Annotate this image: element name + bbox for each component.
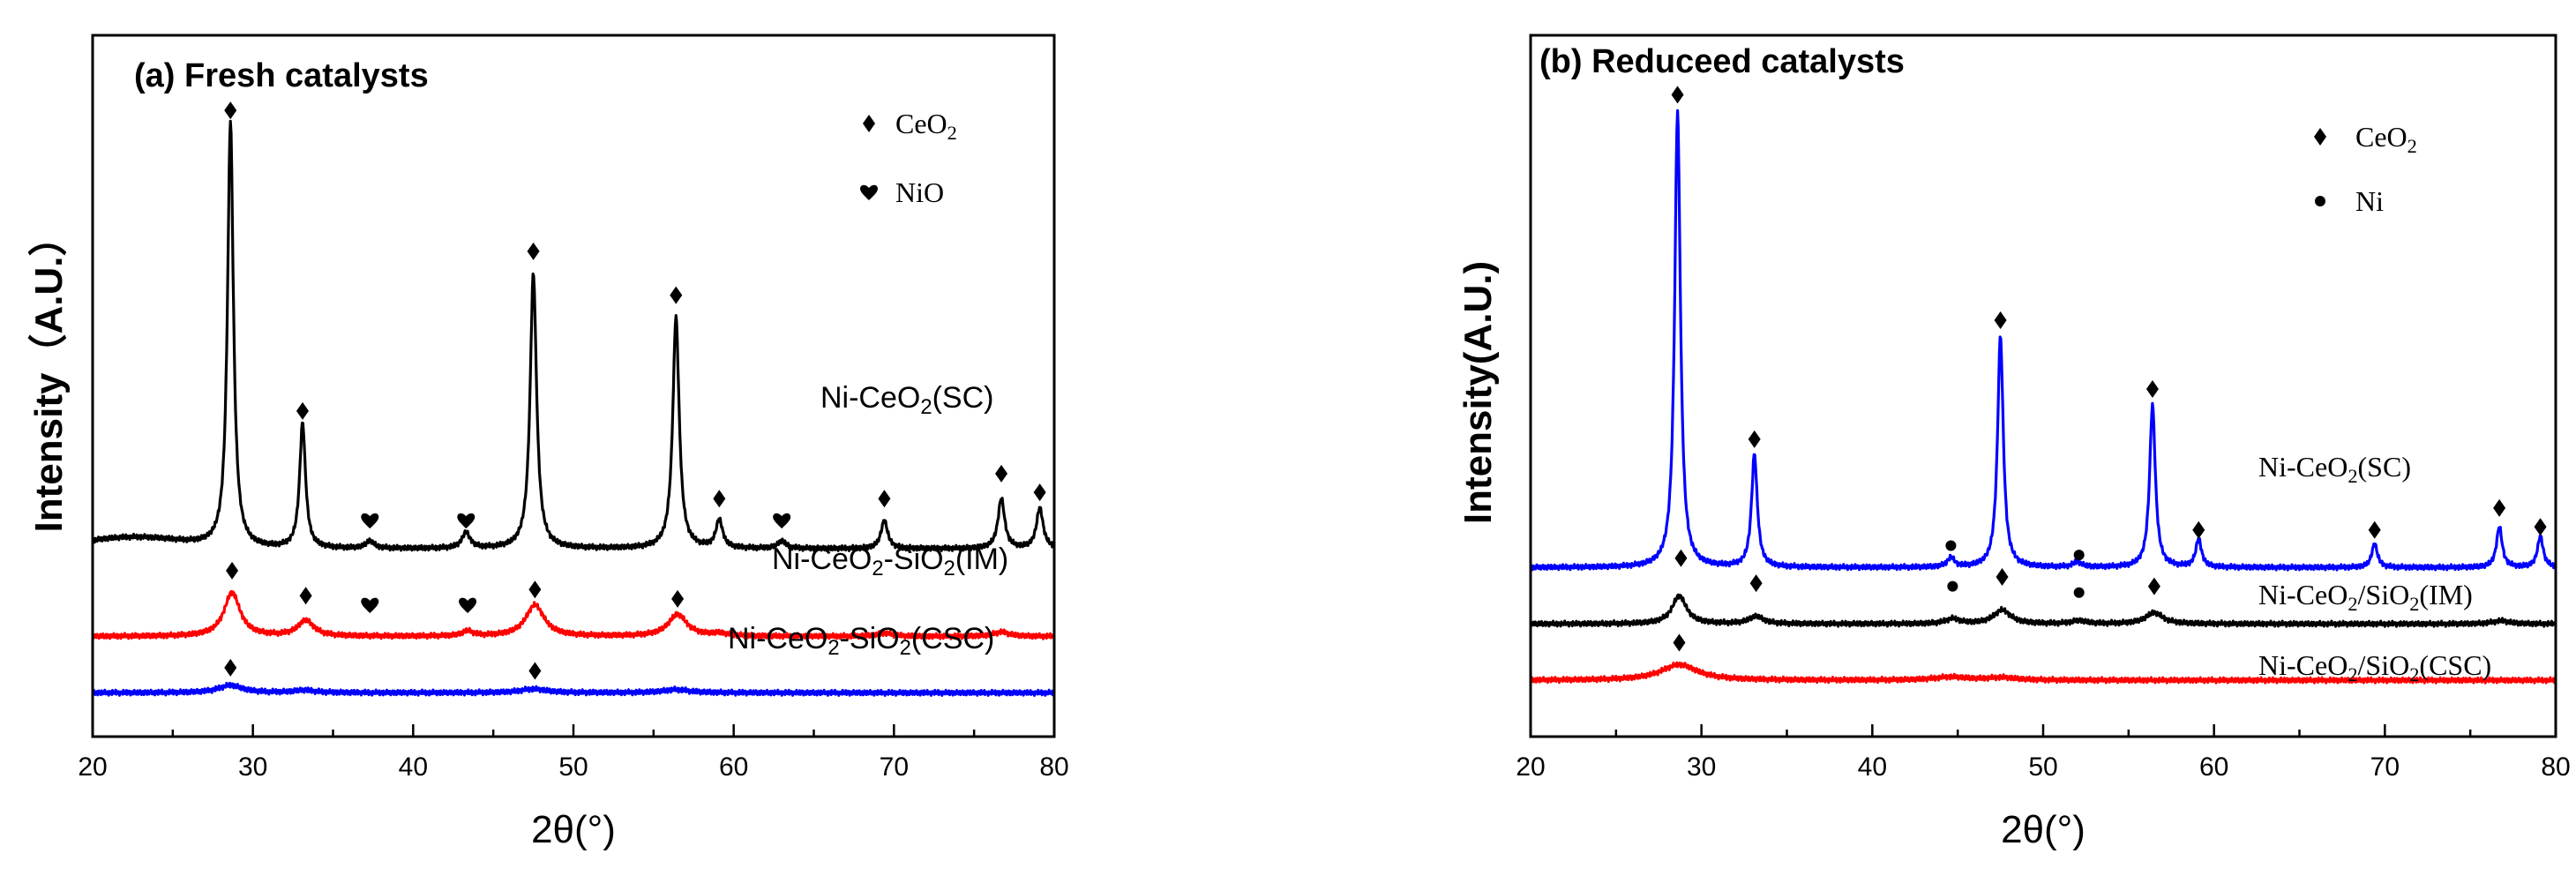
peak-marker-diamond-icon	[1674, 549, 1688, 567]
peak-marker-dot-icon	[1947, 580, 1958, 592]
peak-marker-diamond-icon	[224, 101, 237, 120]
x-tick-label: 70	[2370, 752, 2400, 782]
series-label-2: Ni-CeO2-SiO2(CSC)	[728, 622, 994, 660]
peak-marker-diamond-icon	[528, 662, 542, 680]
peak-marker-diamond-icon	[1748, 430, 1761, 448]
peak-marker-heart-icon	[361, 513, 379, 529]
x-tick-label: 50	[2028, 752, 2057, 782]
peak-marker-heart-icon	[457, 513, 476, 529]
peak-marker-heart-icon	[361, 597, 379, 613]
legend-diamond-icon	[2314, 128, 2326, 146]
x-tick-label: 30	[238, 752, 267, 782]
series-line-2	[92, 681, 1055, 697]
x-axis-title: 2θ(°)	[531, 808, 616, 851]
peak-marker-diamond-icon	[527, 242, 540, 260]
panel-title: (a) Fresh catalysts	[134, 57, 429, 94]
peak-marker-dot-icon	[1945, 540, 1957, 551]
peak-marker-diamond-icon	[713, 490, 726, 508]
peak-marker-diamond-icon	[1673, 633, 1686, 652]
legend-dot-icon	[2315, 196, 2325, 206]
panel-title: (b) Reduceed catalysts	[1539, 43, 1905, 80]
peak-marker-diamond-icon	[2192, 520, 2205, 539]
peak-marker-diamond-icon	[1749, 574, 1763, 593]
peak-marker-diamond-icon	[2534, 518, 2547, 536]
panel-b-reduced-catalysts: Ni-CeO2(SC) Ni-CeO2/SiO2(IM) Ni-CeO2/SiO2(…	[1456, 34, 2571, 851]
x-axis-title: 2θ(°)	[2001, 808, 2086, 851]
peak-marker-diamond-icon	[1671, 86, 1684, 104]
peak-marker-diamond-icon	[296, 401, 309, 420]
series-label-2: Ni-CeO2/SiO2(CSC)	[2258, 649, 2491, 685]
legend-label-1: Ni	[2355, 185, 2384, 217]
series-label-0: Ni-CeO2(SC)	[820, 381, 993, 419]
peak-marker-heart-icon	[459, 597, 477, 613]
x-tick-label: 80	[1039, 752, 1068, 782]
x-tick-label: 40	[1858, 752, 1887, 782]
peak-marker-dot-icon	[2073, 587, 2085, 598]
series-line-2	[1530, 661, 2557, 685]
peak-marker-diamond-icon	[2147, 577, 2160, 595]
peak-marker-diamond-icon	[2145, 380, 2159, 399]
series-line-1	[1529, 593, 2557, 628]
series-label-1: Ni-CeO2/SiO2(IM)	[2258, 579, 2473, 615]
legend-heart-icon	[860, 184, 878, 200]
y-axis-title: Intensity(A.U.)	[1456, 261, 1500, 524]
x-tick-label: 80	[2541, 752, 2570, 782]
peak-marker-diamond-icon	[670, 286, 683, 304]
panel-a-fresh-catalysts: Ni-CeO2(SC) Ni-CeO2-SiO2(IM) Ni-CeO2-SiO2(…	[27, 34, 1069, 851]
series-label-1: Ni-CeO2-SiO2(IM)	[772, 543, 1008, 580]
series-label-0: Ni-CeO2(SC)	[2258, 451, 2411, 487]
peak-marker-heart-icon	[773, 513, 791, 529]
x-tick-label: 20	[1516, 752, 1545, 782]
peak-marker-diamond-icon	[299, 587, 312, 605]
peak-marker-diamond-icon	[671, 589, 685, 608]
x-tick-label: 30	[1687, 752, 1716, 782]
peak-marker-diamond-icon	[2368, 520, 2381, 539]
peak-marker-diamond-icon	[226, 561, 239, 580]
peak-marker-diamond-icon	[1994, 311, 2007, 329]
series-line-1	[91, 589, 1056, 640]
peak-marker-dot-icon	[2073, 550, 2085, 561]
x-tick-label: 20	[78, 752, 107, 782]
x-tick-label: 60	[2199, 752, 2228, 782]
peak-marker-diamond-icon	[1996, 567, 2009, 586]
legend-label-0: CeO2	[2355, 121, 2417, 157]
x-tick-label: 70	[880, 752, 909, 782]
legend-diamond-icon	[863, 115, 875, 132]
peak-marker-diamond-icon	[878, 490, 891, 508]
x-tick-label: 50	[558, 752, 588, 782]
peak-marker-diamond-icon	[2493, 498, 2506, 517]
peak-marker-diamond-icon	[1033, 483, 1046, 502]
series-line-0	[1529, 109, 2557, 572]
x-tick-label: 60	[719, 752, 748, 782]
series-line-0	[91, 119, 1056, 552]
y-axis-title: Intensity（A.U.）	[27, 218, 71, 533]
legend-label-1: NiO	[895, 176, 944, 208]
peak-marker-diamond-icon	[995, 464, 1008, 483]
peak-marker-diamond-icon	[224, 658, 237, 677]
x-tick-label: 40	[399, 752, 428, 782]
peak-marker-diamond-icon	[528, 580, 542, 599]
legend-label-0: CeO2	[895, 108, 957, 144]
